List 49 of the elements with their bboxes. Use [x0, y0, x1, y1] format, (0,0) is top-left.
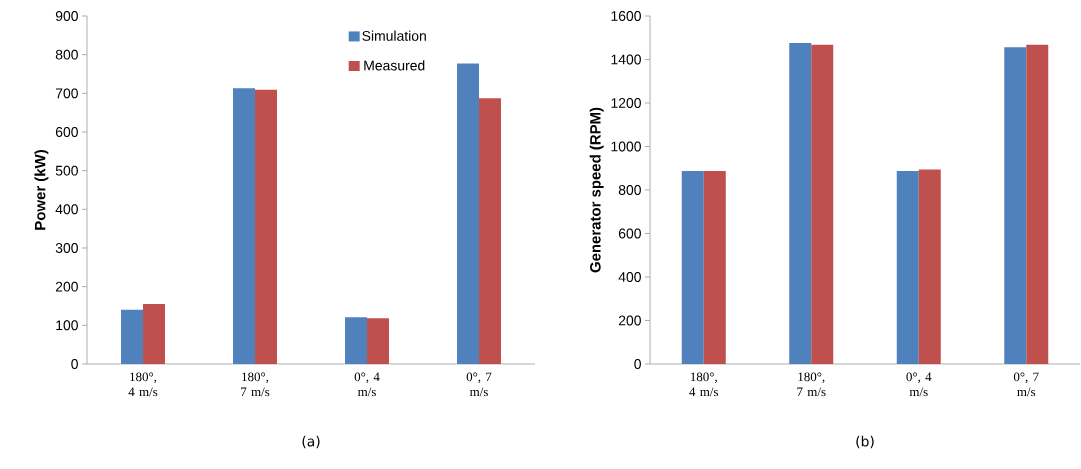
bar	[681, 171, 704, 364]
x-tick-label: 0°, 7 m/s	[1013, 372, 1039, 397]
y-tick-label: 600	[618, 228, 641, 239]
bar	[233, 88, 256, 364]
y-tick-label: 200	[618, 315, 641, 326]
y-tick-label: 100	[56, 320, 78, 331]
y-tick-label: 0	[71, 359, 78, 369]
bar	[255, 89, 278, 364]
text: (a)	[302, 435, 320, 449]
y-tick-label: 800	[618, 185, 641, 195]
bar	[121, 309, 144, 364]
x-tick-label: 0°, 7 m/s	[466, 372, 492, 397]
bar	[367, 318, 390, 364]
y-tick-label: 1600	[611, 11, 641, 21]
bar	[896, 171, 919, 364]
bar	[703, 171, 726, 364]
y-tick-label: 1000	[611, 141, 641, 152]
x-tick-label: 0°, 4 m/s	[906, 372, 932, 397]
bar	[811, 44, 834, 364]
bar	[143, 304, 166, 364]
y-tick-label: 600	[55, 127, 78, 137]
y-tick-label: 0	[634, 359, 641, 369]
x-tick-label: 180°, 4 m/s	[128, 372, 158, 397]
y-axis-title: Generator speed (RPM)	[589, 107, 604, 273]
x-tick-label: 180°, 4 m/s	[689, 372, 719, 397]
y-tick-label: 800	[55, 49, 78, 60]
x-tick-label: 180°, 7 m/s	[797, 372, 826, 397]
bar	[345, 317, 368, 364]
bar	[918, 169, 941, 364]
y-tick-label: 500	[55, 165, 78, 176]
x-tick-label: 180°, 7 m/s	[241, 372, 270, 397]
y-tick-label: 700	[55, 88, 78, 99]
y-tick-label: 900	[55, 11, 78, 21]
bar	[479, 98, 502, 364]
bar	[1026, 44, 1049, 364]
legend-label: Measured	[364, 60, 425, 71]
y-tick-label: 1200	[611, 98, 641, 108]
y-tick-label: 1400	[611, 54, 641, 65]
bar	[457, 63, 480, 364]
x-tick-label: 0°, 4 m/s	[354, 372, 380, 397]
text: (b)	[856, 435, 874, 449]
y-tick-label: 400	[55, 204, 78, 215]
legend-label: Simulation	[362, 30, 426, 41]
y-tick-label: 200	[55, 281, 78, 292]
y-axis-title: Power (kW)	[34, 150, 49, 230]
bar	[789, 42, 812, 364]
y-tick-label: 300	[55, 243, 78, 253]
y-tick-label: 400	[618, 272, 641, 282]
bar	[1004, 47, 1027, 364]
